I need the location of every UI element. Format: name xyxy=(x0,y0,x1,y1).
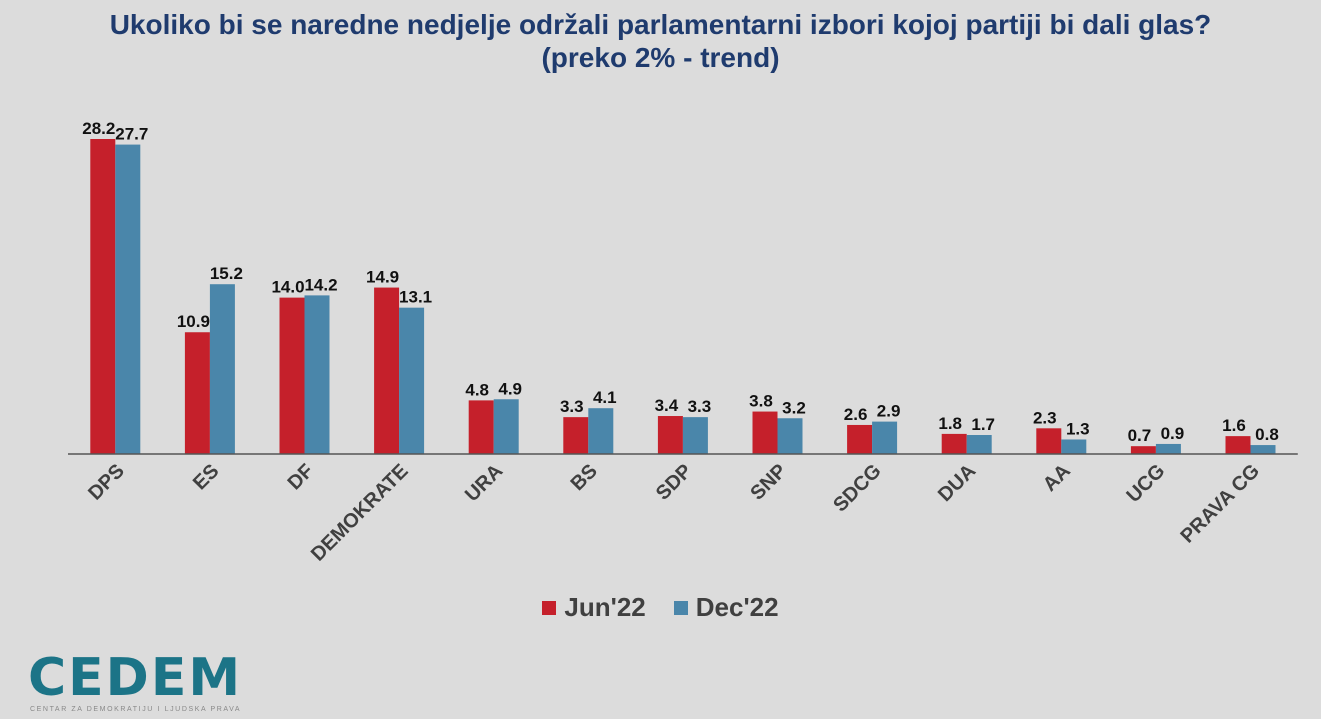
data-label-dec: 15.2 xyxy=(210,264,243,283)
bar-jun-ucg xyxy=(1130,446,1156,454)
bar-dec-dua xyxy=(966,435,992,454)
bar-jun-es xyxy=(184,332,210,454)
data-label-dec: 4.9 xyxy=(498,379,522,398)
bar-dec-demokrate xyxy=(399,307,425,454)
data-label-dec: 1.7 xyxy=(971,415,995,434)
legend-item-jun: Jun'22 xyxy=(542,592,646,623)
bar-dec-snp xyxy=(777,418,803,454)
data-label-jun: 14.0 xyxy=(271,278,304,297)
data-label-dec: 0.8 xyxy=(1255,425,1279,444)
bar-dec-bs xyxy=(588,408,614,454)
bar-dec-sdcg xyxy=(872,421,898,454)
bar-dec-ucg xyxy=(1155,443,1181,454)
bar-jun-df xyxy=(279,297,305,454)
bar-jun-sdcg xyxy=(847,424,873,454)
data-label-jun: 1.6 xyxy=(1222,416,1246,435)
x-tick-label: AA xyxy=(1039,460,1075,496)
x-tick-label: URA xyxy=(461,460,507,506)
data-label-jun: 3.8 xyxy=(749,392,773,411)
data-label-jun: 14.9 xyxy=(366,268,399,287)
cedem-logo-subtitle: CENTAR ZA DEMOKRATIJU I LJUDSKA PRAVA xyxy=(30,706,242,713)
legend-label-jun: Jun'22 xyxy=(564,592,646,622)
data-label-dec: 3.3 xyxy=(688,397,712,416)
data-label-dec: 3.2 xyxy=(782,398,806,417)
data-label-dec: 4.1 xyxy=(593,388,617,407)
legend-swatch-dec xyxy=(673,600,688,615)
bar-dec-dps xyxy=(115,144,141,454)
data-label-jun: 1.8 xyxy=(938,414,962,433)
legend-swatch-jun xyxy=(542,600,557,615)
data-label-jun: 2.3 xyxy=(1033,408,1057,427)
bar-dec-aa xyxy=(1061,439,1087,454)
data-label-dec: 14.2 xyxy=(304,275,337,294)
data-label-jun: 10.9 xyxy=(177,312,210,331)
data-label-jun: 3.3 xyxy=(560,397,584,416)
x-tick-label: UCG xyxy=(1122,460,1169,507)
bar-dec-df xyxy=(304,295,330,454)
data-label-jun: 4.8 xyxy=(465,380,489,399)
bar-dec-sdp xyxy=(682,417,708,454)
legend-item-dec: Dec'22 xyxy=(673,592,779,623)
chart-title: Ukoliko bi se naredne nedjelje održali p… xyxy=(0,8,1321,74)
title-line-1: Ukoliko bi se naredne nedjelje održali p… xyxy=(109,9,1212,40)
bar-jun-dps xyxy=(90,139,116,454)
bar-dec-ura xyxy=(493,399,519,454)
legend-label-dec: Dec'22 xyxy=(695,592,779,622)
bar-jun-snp xyxy=(752,411,778,454)
x-tick-label: DEMOKRATE xyxy=(307,460,413,566)
data-label-dec: 2.9 xyxy=(877,402,901,421)
x-tick-label: DUA xyxy=(934,460,980,506)
x-tick-label: ES xyxy=(189,460,223,494)
data-label-dec: 13.1 xyxy=(399,288,432,307)
x-tick-label: SNP xyxy=(746,460,791,505)
data-label-dec: 0.9 xyxy=(1161,424,1185,443)
data-label-jun: 28.2 xyxy=(82,119,115,138)
bar-jun-dua xyxy=(941,433,967,454)
data-label-jun: 3.4 xyxy=(655,396,679,415)
data-label-dec: 1.3 xyxy=(1066,419,1090,438)
bar-jun-prava-cg xyxy=(1225,436,1251,454)
data-label-dec: 27.7 xyxy=(115,125,148,144)
bar-dec-prava-cg xyxy=(1250,445,1276,454)
x-tick-label: DPS xyxy=(84,460,129,505)
legend: Jun'22 Dec'22 xyxy=(0,592,1321,623)
data-label-jun: 2.6 xyxy=(844,405,868,424)
bar-jun-bs xyxy=(563,417,589,454)
cedem-logo: CEDEM xyxy=(28,648,243,708)
bar-jun-ura xyxy=(468,400,494,454)
x-tick-label: SDP xyxy=(652,460,697,505)
data-label-jun: 0.7 xyxy=(1128,426,1152,445)
x-tick-label: PRAVA CG xyxy=(1176,460,1264,548)
title-line-2: (preko 2% - trend) xyxy=(541,42,780,73)
x-tick-label: BS xyxy=(567,460,602,495)
x-tick-label: DF xyxy=(284,460,318,494)
x-tick-label: SDCG xyxy=(829,460,885,516)
bar-jun-sdp xyxy=(657,416,683,454)
bar-jun-aa xyxy=(1036,428,1062,454)
bar-jun-demokrate xyxy=(374,287,400,454)
bar-dec-es xyxy=(209,284,235,454)
